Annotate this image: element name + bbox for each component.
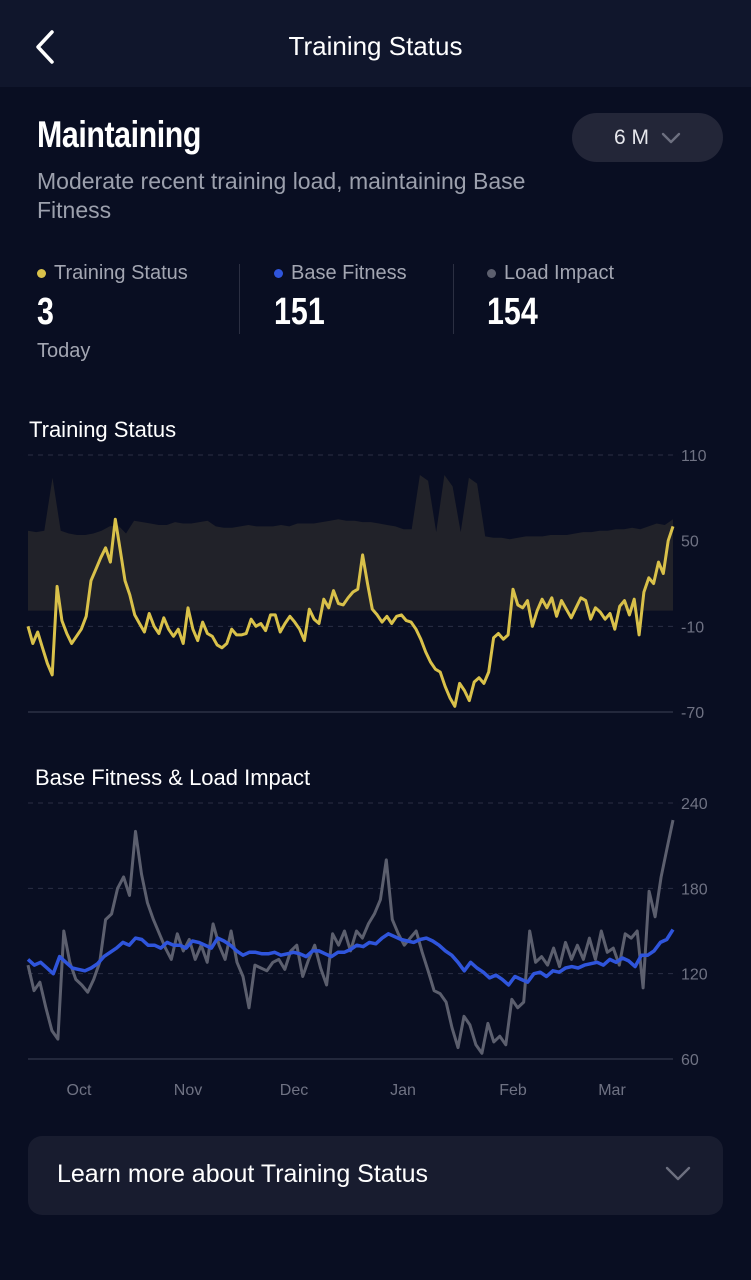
svg-text:110: 110 — [681, 448, 707, 465]
svg-text:240: 240 — [681, 796, 708, 813]
metric-training-status: Training Status 3 Today — [37, 262, 188, 363]
metric-sub: Today — [37, 340, 91, 362]
svg-text:Nov: Nov — [174, 1082, 202, 1099]
divider — [453, 264, 454, 334]
chart-title-base-fitness: Base Fitness & Load Impact — [35, 765, 311, 790]
status-heading: Maintaining — [37, 114, 202, 155]
page-title: Training Status — [288, 31, 463, 61]
status-description: Moderate recent training load, maintaini… — [37, 168, 526, 223]
base-fitness-load-chart[interactable]: 240 180 120 60 Oct Nov Dec Jan Feb Mar — [0, 790, 751, 1110]
svg-text:-10: -10 — [681, 619, 704, 636]
svg-text:Dec: Dec — [280, 1082, 308, 1099]
metric-base-fitness: Base Fitness 151 — [274, 262, 407, 334]
svg-text:Jan: Jan — [390, 1082, 416, 1099]
svg-text:120: 120 — [681, 967, 708, 984]
training-status-chart[interactable]: 110 50 -10 -70 — [0, 440, 751, 730]
svg-text:Feb: Feb — [499, 1082, 527, 1099]
chevron-left-icon[interactable] — [30, 28, 60, 66]
svg-text:60: 60 — [681, 1052, 699, 1069]
divider — [239, 264, 240, 334]
range-selector[interactable]: 6 M — [572, 113, 723, 162]
chevron-down-icon — [665, 1166, 691, 1181]
svg-text:Oct: Oct — [67, 1082, 92, 1099]
range-value: 6 M — [613, 125, 649, 149]
metric-label: Load Impact — [504, 262, 615, 284]
svg-text:Mar: Mar — [598, 1082, 626, 1099]
learn-more-button[interactable]: Learn more about Training Status — [28, 1136, 723, 1215]
metric-label: Base Fitness — [291, 262, 407, 284]
top-bar: Training Status — [0, 0, 751, 87]
svg-text:-70: -70 — [681, 705, 704, 722]
metric-value: 151 — [274, 291, 325, 333]
metric-value: 154 — [487, 291, 538, 333]
legend-dot-blue-icon — [274, 269, 283, 278]
metric-label: Training Status — [54, 262, 188, 284]
metrics-row: Training Status 3 Today Base Fitness 151… — [37, 262, 717, 372]
svg-text:180: 180 — [681, 881, 708, 898]
metric-load-impact: Load Impact 154 — [487, 262, 614, 334]
svg-text:50: 50 — [681, 534, 699, 551]
learn-more-label: Learn more about Training Status — [57, 1160, 429, 1188]
metric-value: 3 — [37, 291, 54, 333]
chart-title-training-status: Training Status — [29, 417, 177, 442]
legend-dot-gray-icon — [487, 269, 496, 278]
legend-dot-yellow-icon — [37, 269, 46, 278]
chevron-down-icon — [661, 132, 681, 143]
